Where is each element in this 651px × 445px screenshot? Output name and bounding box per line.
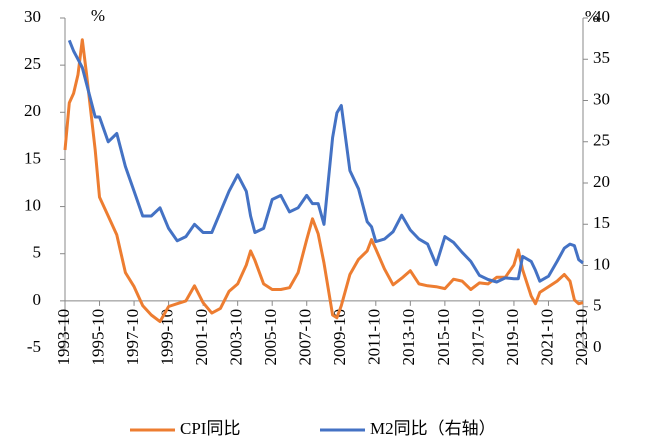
x-tick-label: 2023-10 bbox=[572, 309, 591, 366]
legend-label: CPI同比 bbox=[180, 419, 240, 438]
x-tick-label: 2021-10 bbox=[537, 309, 556, 366]
y2-tick-label: 40 bbox=[593, 7, 610, 26]
y2-tick-label: 20 bbox=[593, 172, 610, 191]
x-tick-label: 2013-10 bbox=[399, 309, 418, 366]
y2-tick-label: 30 bbox=[593, 89, 610, 108]
y2-tick-label: 25 bbox=[593, 131, 610, 150]
x-tick-label: 2009-10 bbox=[330, 309, 349, 366]
x-tick-label: 1997-10 bbox=[123, 309, 142, 366]
y-tick-label: 5 bbox=[33, 243, 42, 262]
series-line bbox=[63, 38, 584, 324]
x-tick-label: 2015-10 bbox=[434, 309, 453, 366]
y2-axis-unit: % bbox=[585, 7, 599, 26]
x-tick-label: 2017-10 bbox=[468, 309, 487, 366]
y-tick-label: 0 bbox=[33, 290, 42, 309]
y-tick-label: 10 bbox=[24, 195, 41, 214]
legend-label: M2同比（右轴） bbox=[370, 419, 496, 438]
x-tick-label: 2001-10 bbox=[192, 309, 211, 366]
y-tick-label: 25 bbox=[24, 54, 41, 73]
y2-tick-label: 0 bbox=[593, 337, 602, 356]
x-tick-label: 1999-10 bbox=[158, 309, 177, 366]
x-tick-label: 2011-10 bbox=[365, 309, 384, 365]
y2-tick-label: 10 bbox=[593, 254, 610, 273]
series-line bbox=[67, 39, 584, 284]
y-tick-label: 20 bbox=[24, 101, 41, 120]
x-tick-label: 1995-10 bbox=[88, 309, 107, 366]
y-tick-label: -5 bbox=[27, 337, 41, 356]
y2-tick-label: 15 bbox=[593, 213, 610, 232]
y-tick-label: 15 bbox=[24, 148, 41, 167]
y-axis-unit: % bbox=[91, 6, 105, 25]
x-tick-label: 2003-10 bbox=[227, 309, 246, 366]
y2-tick-label: 5 bbox=[593, 296, 602, 315]
x-tick-label: 2007-10 bbox=[296, 309, 315, 366]
x-tick-label: 2019-10 bbox=[503, 309, 522, 366]
x-tick-label: 1993-10 bbox=[54, 309, 73, 366]
y2-tick-label: 35 bbox=[593, 48, 610, 67]
x-tick-label: 2005-10 bbox=[261, 309, 280, 366]
y-tick-label: 30 bbox=[24, 7, 41, 26]
